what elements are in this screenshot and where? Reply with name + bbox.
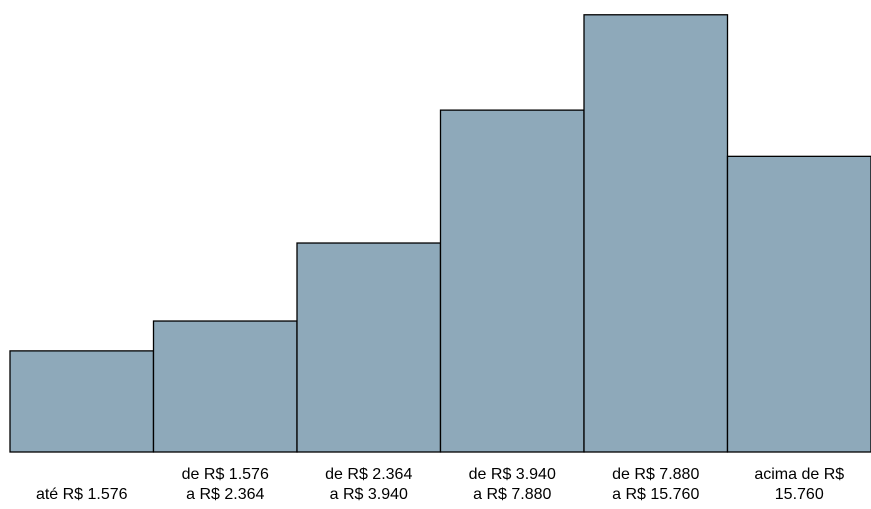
category-label-1: até R$ 1.576 bbox=[36, 486, 128, 503]
bar-6 bbox=[726, 155, 871, 453]
category-label-line: a R$ 2.364 bbox=[186, 486, 264, 503]
category-label-5: de R$ 7.880 a R$ 15.760 bbox=[612, 466, 699, 503]
bar-3 bbox=[296, 242, 442, 453]
bar-4 bbox=[439, 109, 585, 453]
bar-5 bbox=[583, 14, 729, 453]
category-label-line: de R$ 3.940 bbox=[469, 466, 556, 483]
category-label-line: 15.760 bbox=[775, 486, 824, 503]
bar-1 bbox=[9, 350, 155, 453]
category-label-3: de R$ 2.364 a R$ 3.940 bbox=[325, 466, 412, 503]
category-label-line: até R$ 1.576 bbox=[36, 486, 128, 503]
category-label-6: acima de R$ 15.760 bbox=[754, 466, 844, 503]
bar-2 bbox=[152, 320, 298, 453]
category-label-line: de R$ 7.880 bbox=[612, 466, 699, 483]
category-label-line: a R$ 3.940 bbox=[330, 486, 408, 503]
category-labels-group: até R$ 1.576 de R$ 1.576 a R$ 2.364 de R$ 2… bbox=[36, 466, 844, 503]
category-label-2: de R$ 1.576 a R$ 2.364 bbox=[182, 466, 269, 503]
category-label-line: a R$ 15.760 bbox=[612, 486, 699, 503]
category-label-line: de R$ 1.576 bbox=[182, 466, 269, 483]
bars-group bbox=[9, 14, 871, 453]
category-label-4: de R$ 3.940 a R$ 7.880 bbox=[469, 466, 556, 503]
category-label-line: acima de R$ bbox=[754, 466, 844, 483]
category-label-line: de R$ 2.364 bbox=[325, 466, 412, 483]
category-label-line: a R$ 7.880 bbox=[473, 486, 551, 503]
